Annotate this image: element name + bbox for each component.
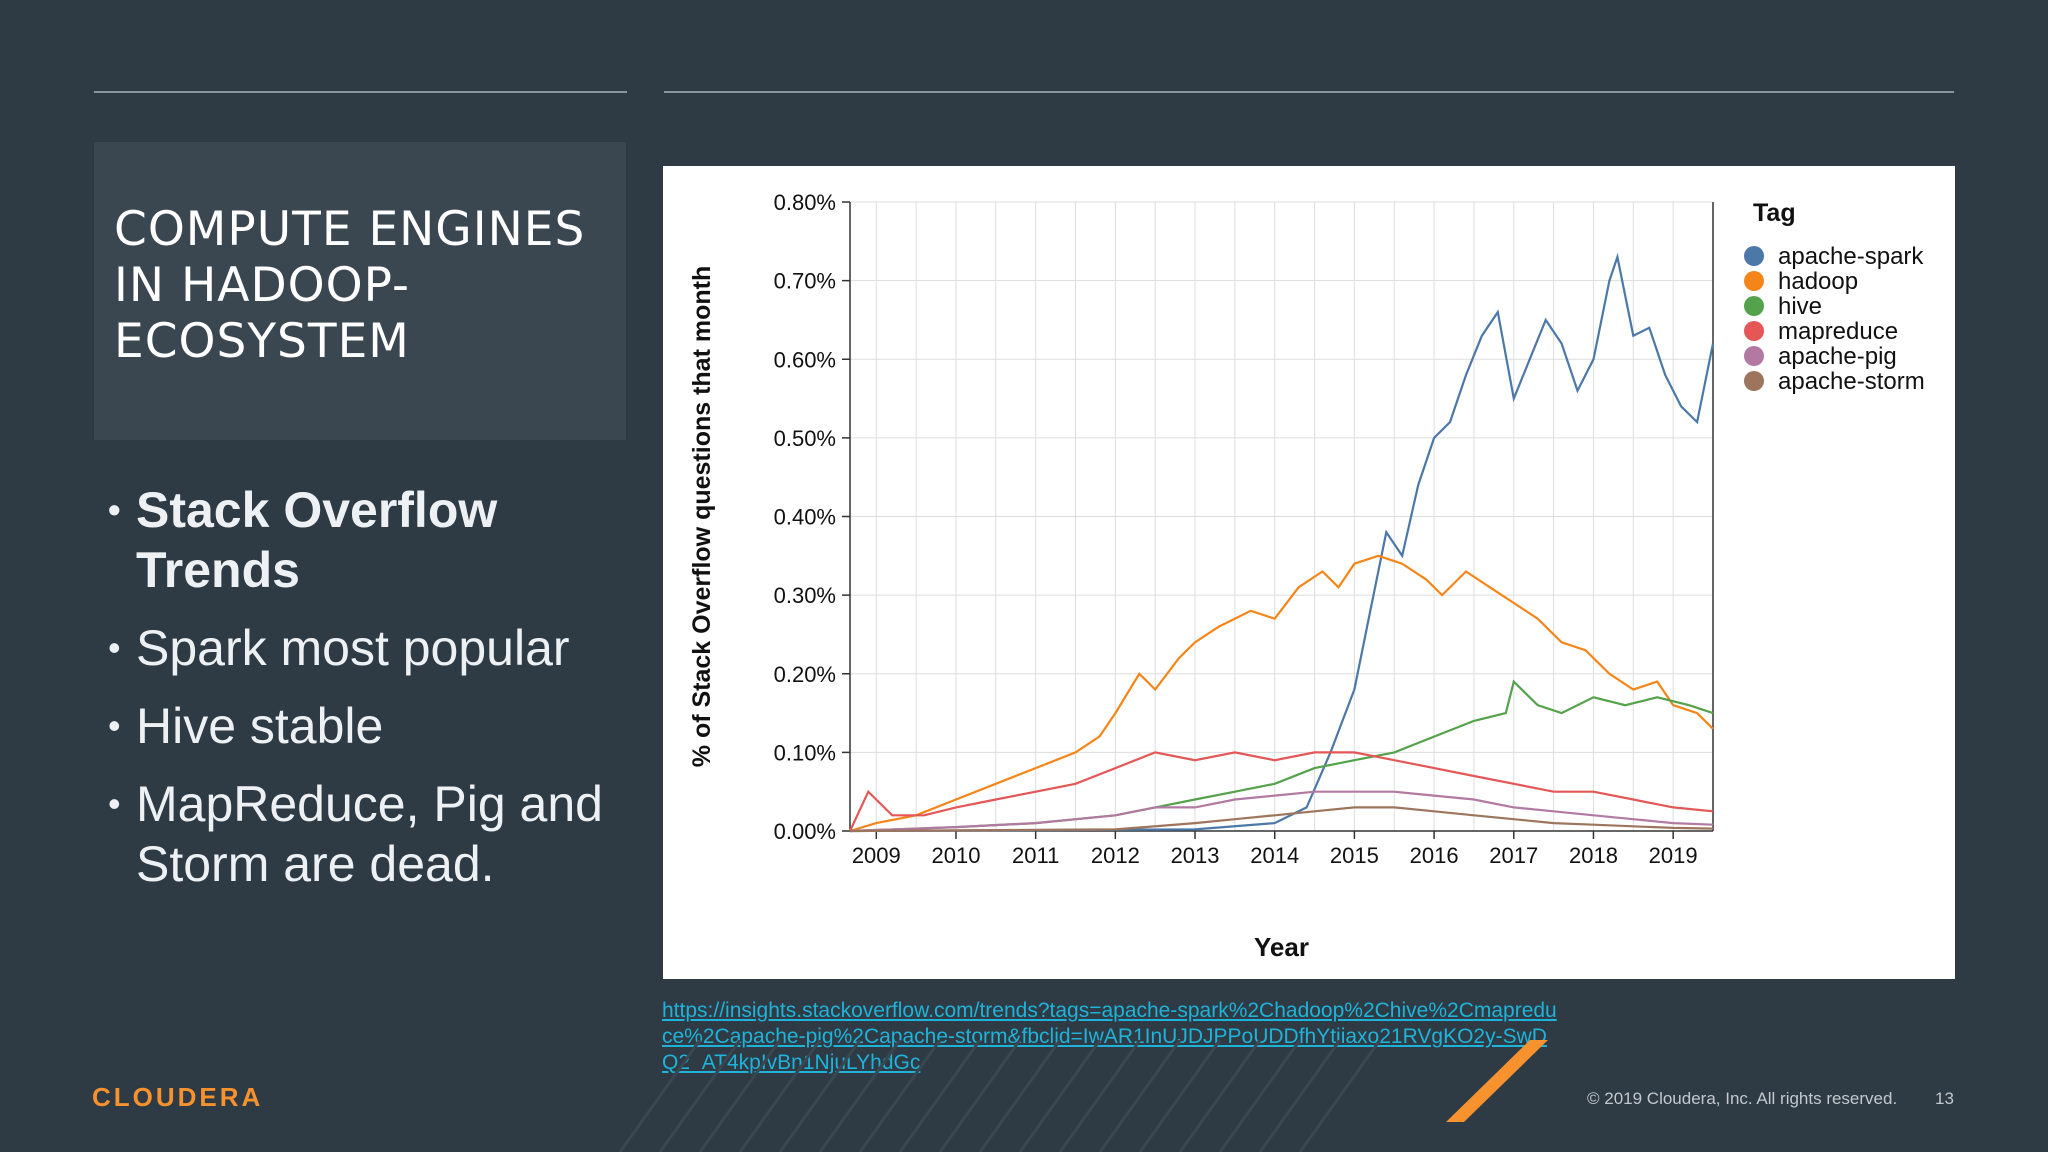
series-line-apache-storm <box>849 806 1714 833</box>
legend-label-hadoop: hadoop <box>1778 268 1858 295</box>
y-tick-label: 0.80% <box>774 190 836 215</box>
y-tick-label: 0.10% <box>774 740 836 765</box>
x-tick-label: 2010 <box>932 843 981 868</box>
legend-swatch-apache-pig <box>1744 346 1764 366</box>
bullet-text: MapReduce, Pig and Storm are dead. <box>136 776 603 892</box>
legend-swatch-mapreduce <box>1744 321 1764 341</box>
header-rule-right <box>664 91 1954 93</box>
legend-label-mapreduce: mapreduce <box>1778 318 1898 345</box>
legend-title: Tag <box>1753 199 1796 227</box>
y-tick-label: 0.70% <box>774 269 836 294</box>
source-link[interactable]: https://insights.stackoverflow.com/trend… <box>662 999 1557 1074</box>
copyright-text: © 2019 Cloudera, Inc. All rights reserve… <box>1587 1089 1898 1108</box>
legend-swatch-hadoop <box>1744 271 1764 291</box>
bullet-text: Spark most popular <box>136 620 570 676</box>
x-tick-label: 2009 <box>852 843 901 868</box>
x-tick-label: 2013 <box>1171 843 1220 868</box>
x-tick-label: 2011 <box>1012 843 1059 868</box>
footer-stripes <box>618 1040 1548 1152</box>
bullet-item: • Spark most popular <box>108 620 570 676</box>
x-tick-label: 2017 <box>1489 843 1538 868</box>
legend-swatch-apache-spark <box>1744 246 1764 266</box>
bullet-item: • MapReduce, Pig and Storm are dead. <box>108 776 603 892</box>
legend-label-apache-spark: apache-spark <box>1778 243 1924 270</box>
legend-swatch-hive <box>1744 296 1764 316</box>
title-box: COMPUTE ENGINES IN HADOOP-ECOSYSTEM <box>94 142 626 440</box>
header-rule-left <box>94 91 627 93</box>
series-line-apache-spark <box>849 252 1715 833</box>
series-line-apache-pig <box>849 790 1714 833</box>
legend-label-apache-storm: apache-storm <box>1778 368 1925 395</box>
y-tick-label: 0.40% <box>774 505 836 530</box>
slide-title: COMPUTE ENGINES IN HADOOP-ECOSYSTEM <box>114 202 586 369</box>
y-tick-label: 0.60% <box>774 347 836 372</box>
y-axis-title: % of Stack Overflow questions that month <box>688 266 716 767</box>
x-tick-label: 2014 <box>1250 843 1299 868</box>
legend-label-apache-pig: apache-pig <box>1778 343 1897 370</box>
cloudera-logo: CLOUDERA <box>92 1082 264 1112</box>
bullet-item: • Stack Overflow Trends <box>108 482 498 598</box>
bullet-text: Stack Overflow Trends <box>136 482 498 598</box>
trends-chart: 0.00% 0.10% 0.20% 0.30% 0.40% 0.50% 0.60% 0.70%… <box>688 190 1925 962</box>
y-tick-label: 0.50% <box>774 426 836 451</box>
legend-swatch-apache-storm <box>1744 371 1764 391</box>
chart-panel: 0.00% 0.10% 0.20% 0.30% 0.40% 0.50% 0.60% 0.70%… <box>663 166 1955 979</box>
page-number: 13 <box>1935 1089 1954 1108</box>
y-tick-label: 0.00% <box>774 819 836 844</box>
series-line-mapreduce <box>849 751 1714 832</box>
x-axis-title: Year <box>1254 932 1309 962</box>
bullet-list: • Stack Overflow Trends • Spark most popul… <box>108 480 648 912</box>
y-tick-label: 0.20% <box>774 662 836 687</box>
series-line-hive <box>849 679 1714 833</box>
x-tick-label: 2016 <box>1410 843 1459 868</box>
bullet-item: • Hive stable <box>108 698 384 754</box>
series-line-hadoop <box>849 554 1714 833</box>
bullet-text: Hive stable <box>136 698 384 754</box>
legend-label-hive: hive <box>1778 293 1822 320</box>
x-tick-label: 2018 <box>1569 843 1618 868</box>
x-tick-label: 2019 <box>1649 843 1698 868</box>
y-tick-label: 0.30% <box>774 583 836 608</box>
x-tick-label: 2012 <box>1091 843 1140 868</box>
x-tick-label: 2015 <box>1330 843 1379 868</box>
